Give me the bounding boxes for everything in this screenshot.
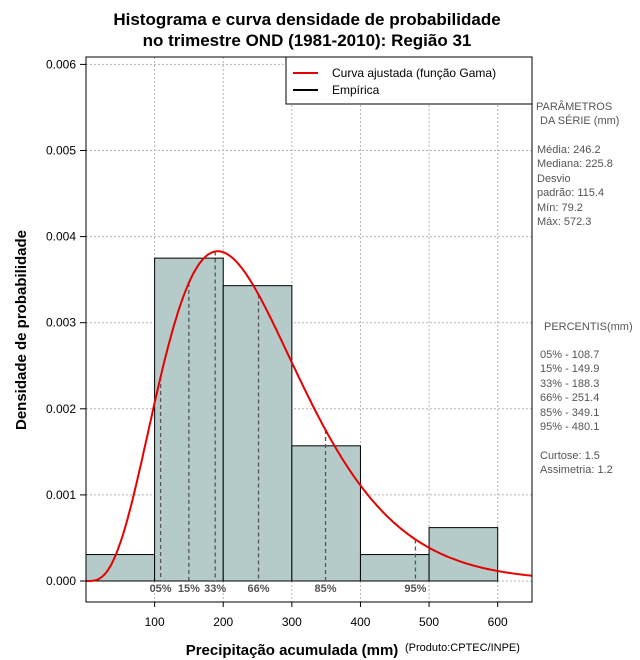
x-tick-label: 300 xyxy=(282,615,302,629)
percentil-row: 05% - 108.7 xyxy=(540,349,599,361)
x-tick-label: 100 xyxy=(145,615,165,629)
stat-desvio-1: Desvio xyxy=(537,173,571,185)
percentile-markers: 05% 15% 33% 66% 85% 95% xyxy=(150,251,427,595)
x-tick-label: 200 xyxy=(213,615,233,629)
y-axis-label: Densidade de probabilidade xyxy=(13,230,30,430)
y-tick-label: 0.005 xyxy=(46,144,76,158)
percentile-label: 66% xyxy=(247,583,269,595)
y-tick-label: 0.004 xyxy=(46,230,76,244)
percentil-row: 95% - 480.1 xyxy=(540,421,599,433)
histogram-bar xyxy=(85,554,156,582)
percentil-row: 15% - 149.9 xyxy=(540,363,599,375)
credit-label: (Produto:CPTEC/INPE) xyxy=(405,642,520,654)
y-tick-label: 0.006 xyxy=(46,57,76,71)
x-tick-label: 600 xyxy=(488,615,508,629)
percentile-label: 15% xyxy=(178,583,200,595)
percentile-label: 95% xyxy=(404,583,426,595)
percentile-label: 33% xyxy=(204,583,226,595)
x-tick-label: 400 xyxy=(350,615,370,629)
histogram-bar xyxy=(359,554,430,582)
histogram-bar xyxy=(222,285,293,582)
stat-assimetria: Assimetria: 1.2 xyxy=(540,464,613,476)
stat-mediana: Mediana: 225.8 xyxy=(537,158,613,170)
stats-panel: PARÂMETROS DA SÉRIE (mm) Média: 246.2 Me… xyxy=(536,100,633,476)
params-title-2: DA SÉRIE (mm) xyxy=(540,114,619,127)
percentile-label: 85% xyxy=(315,583,337,595)
percentil-row: 33% - 188.3 xyxy=(540,378,599,390)
percentil-row: 85% - 349.1 xyxy=(540,407,599,419)
legend-box xyxy=(285,56,533,105)
stat-curtose: Curtose: 1.5 xyxy=(540,450,600,462)
legend-label-empirical: Empírica xyxy=(332,83,380,97)
stat-min: Mín: 79.2 xyxy=(537,202,583,214)
chart-title-line1: Histograma e curva densidade de probabil… xyxy=(113,10,500,29)
legend: Curva ajustada (função Gama) Empírica xyxy=(285,56,533,105)
density-curve xyxy=(86,250,533,582)
percentile-label: 05% xyxy=(150,583,172,595)
chart-title-line2: no trimestre OND (1981-2010): Região 31 xyxy=(143,31,472,50)
legend-label-curve: Curva ajustada (função Gama) xyxy=(332,66,496,80)
y-tick-label: 0.000 xyxy=(46,574,76,588)
histogram-bar xyxy=(428,527,499,582)
stat-media: Média: 246.2 xyxy=(537,144,601,156)
stat-max: Máx: 572.3 xyxy=(537,216,591,228)
params-title-1: PARÂMETROS xyxy=(536,100,612,113)
axis-ticks: 0.000 0.001 0.002 0.003 0.004 0.005 0.006 100 20… xyxy=(46,57,508,629)
x-tick-label: 500 xyxy=(419,615,439,629)
percentil-row: 66% - 251.4 xyxy=(540,392,599,404)
percentis-title: PERCENTIS(mm) xyxy=(544,321,633,333)
x-axis-label: Precipitação acumulada (mm) xyxy=(186,642,399,659)
histogram-bars xyxy=(85,257,499,582)
y-tick-label: 0.001 xyxy=(46,488,76,502)
density-curve-group xyxy=(86,250,533,582)
stat-desvio-2: padrão: 115.4 xyxy=(537,187,604,199)
y-tick-label: 0.002 xyxy=(46,402,76,416)
y-tick-label: 0.003 xyxy=(46,316,76,330)
